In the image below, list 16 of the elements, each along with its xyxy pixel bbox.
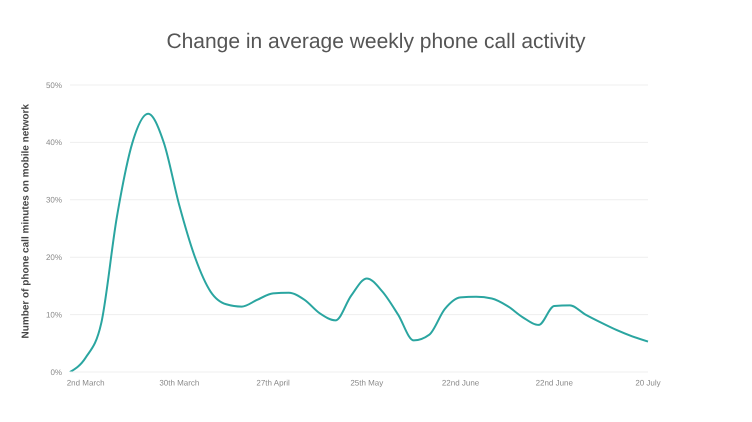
x-tick-label: 22nd June xyxy=(536,378,574,388)
x-tick-label: 27th April xyxy=(256,378,290,388)
y-tick-label: 30% xyxy=(46,196,62,205)
line-series xyxy=(69,112,649,372)
x-tick-label: 20 July xyxy=(635,378,661,388)
chart-title: Change in average weekly phone call activity xyxy=(165,30,587,54)
x-tick-label: 25th May xyxy=(350,378,384,388)
x-tick-label: 2nd March xyxy=(66,378,105,388)
y-tick-label: 0% xyxy=(50,368,62,377)
y-tick-label: 40% xyxy=(46,138,62,148)
x-tick-label: 30th March xyxy=(159,378,200,388)
y-tick-label: 20% xyxy=(46,253,62,262)
y-axis-title: Number of phone call minutes on mobile network xyxy=(20,104,32,338)
x-tick-label: 22nd June xyxy=(442,378,480,388)
y-tick-label: 50% xyxy=(46,80,62,90)
y-tick-label: 10% xyxy=(46,310,62,320)
